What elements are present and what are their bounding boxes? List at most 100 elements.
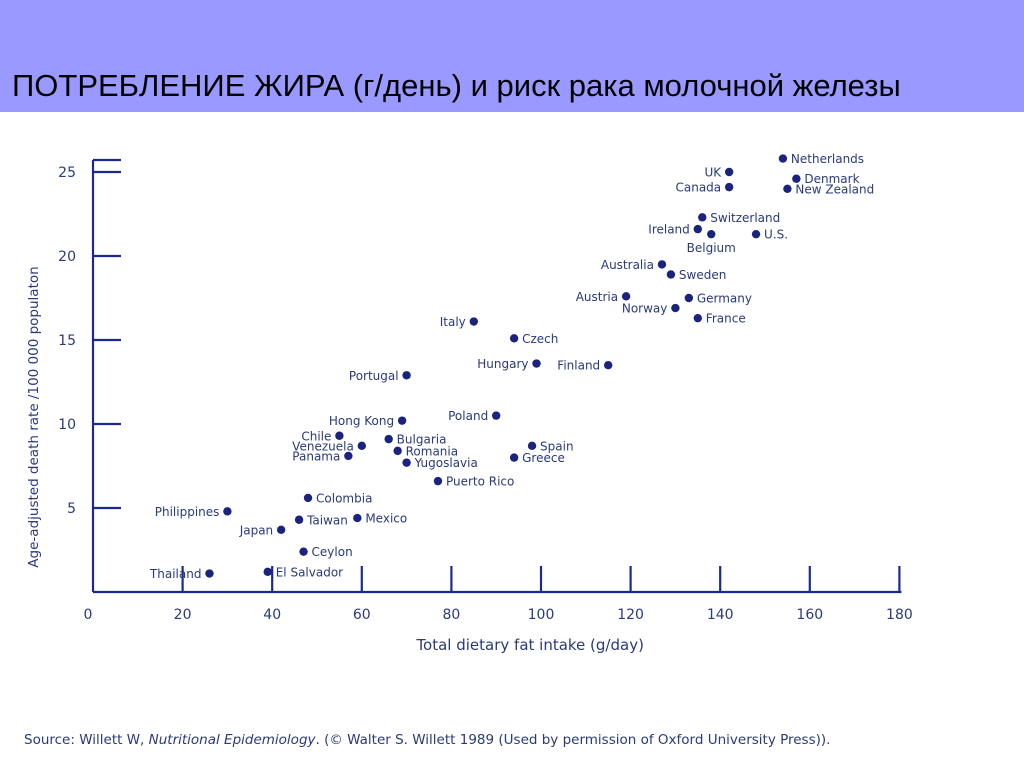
chart-ticks: 5 10 15 20 25 0 20 40 60 80 100 120 140 160 180 [58, 158, 913, 623]
data-label-new-zealand: New Zealand [795, 182, 874, 196]
data-point-colombia [303, 493, 313, 503]
data-label-portugal: Portugal [349, 369, 399, 383]
data-label-u-s: U.S. [764, 228, 788, 242]
data-label-netherlands: Netherlands [791, 152, 864, 166]
data-label-ceylon: Ceylon [312, 545, 353, 559]
data-label-canada: Canada [675, 181, 721, 195]
data-label-hong-kong: Hong Kong [329, 414, 394, 428]
data-point-portugal [402, 371, 411, 380]
data-label-czech: Czech [522, 332, 558, 346]
data-point-yugoslavia [402, 458, 411, 467]
data-label-ireland: Ireland [648, 223, 690, 237]
data-point-ceylon [299, 547, 308, 556]
data-label-denmark: Denmark [804, 172, 859, 186]
data-point-new-zealand [783, 184, 792, 193]
data-point-spain [527, 441, 537, 451]
y-tick-label: 25 [58, 165, 76, 181]
data-label-thailand: Thailand [149, 567, 202, 581]
data-point-hungary [532, 359, 541, 368]
data-label-spain: Spain [540, 439, 574, 453]
x-axis-label: Total dietary fat intake (g/day) [415, 636, 644, 654]
y-tick-label: 20 [58, 249, 76, 265]
data-point-panama [344, 451, 353, 461]
data-point-venezuela [357, 441, 366, 451]
data-point-el-salvador [263, 567, 272, 577]
y-axis-label: Age-adjusted death rate /100 000 populat… [26, 266, 42, 567]
data-label-switzerland: Switzerland [710, 211, 780, 225]
data-label-hungary: Hungary [477, 357, 528, 371]
data-point-ireland [693, 224, 702, 234]
y-tick-label: 15 [58, 333, 76, 349]
source-book-title: Nutritional Epidemiology [148, 732, 316, 748]
data-label-belgium: Belgium [687, 241, 736, 255]
data-label-colombia: Colombia [316, 491, 372, 505]
data-point-philippines [223, 507, 232, 516]
data-label-sweden: Sweden [679, 268, 726, 282]
data-point-romania [393, 446, 402, 456]
data-point-mexico [353, 513, 362, 523]
data-point-australia [657, 260, 667, 269]
chart-axes [91, 160, 902, 594]
data-point-canada [724, 182, 734, 192]
data-point-austria [621, 292, 631, 301]
data-label-germany: Germany [697, 292, 752, 306]
data-label-greece: Greece [522, 451, 565, 465]
x-tick-label: 120 [617, 607, 644, 623]
data-point-u-s [751, 229, 761, 239]
data-point-bulgaria [384, 434, 393, 444]
data-point-chile [335, 431, 344, 440]
y-tick-label: 5 [67, 501, 76, 517]
data-point-germany [684, 293, 694, 303]
data-point-czech [509, 334, 519, 343]
x-tick-label: 60 [353, 607, 371, 623]
data-label-romania: Romania [406, 444, 458, 458]
data-label-norway: Norway [622, 302, 668, 316]
data-label-bulgaria: Bulgaria [397, 433, 447, 447]
data-label-japan: Japan [239, 523, 273, 537]
data-point-netherlands [778, 154, 788, 163]
data-point-poland [492, 411, 501, 420]
data-point-belgium [707, 229, 716, 239]
slide-title: ПОТРЕБЛЕНИЕ ЖИРА (г/день) и риск рака мо… [12, 68, 901, 103]
data-point-france [693, 313, 702, 323]
data-label-finland: Finland [557, 359, 600, 373]
y-tick-label: 10 [58, 417, 76, 433]
data-label-taiwan: Taiwan [306, 513, 348, 527]
data-point-denmark [792, 174, 801, 183]
data-label-el-salvador: El Salvador [276, 565, 343, 579]
data-label-philippines: Philippines [155, 505, 220, 519]
x-tick-label: 80 [442, 607, 460, 623]
data-label-uk: UK [705, 166, 723, 180]
slide-header: ПОТРЕБЛЕНИЕ ЖИРА (г/день) и риск рака мо… [0, 0, 1024, 112]
data-point-uk [724, 167, 734, 177]
source-prefix: Source: Willett W, [24, 732, 149, 748]
data-label-venezuela: Venezuela [292, 439, 354, 453]
x-tick-label: 160 [796, 607, 823, 623]
x-tick-label: 140 [707, 607, 734, 623]
x-tick-label: 40 [263, 607, 281, 623]
data-label-australia: Australia [601, 258, 654, 272]
data-point-japan [276, 525, 286, 535]
data-point-italy [469, 317, 478, 326]
data-label-chile: Chile [301, 429, 331, 443]
data-label-yugoslavia: Yugoslavia [414, 456, 478, 470]
data-label-panama: Panama [292, 449, 340, 463]
data-label-italy: Italy [440, 315, 466, 329]
source-suffix: . (© Walter S. Willett 1989 (Used by per… [315, 732, 831, 748]
x-tick-label: 180 [886, 607, 913, 623]
data-point-sweden [666, 270, 676, 279]
data-point-switzerland [698, 213, 707, 222]
data-point-greece [509, 453, 519, 462]
x-tick-label: 0 [84, 607, 93, 623]
data-point-hong-kong [397, 416, 407, 425]
data-point-thailand [205, 569, 214, 578]
x-tick-label: 20 [174, 607, 192, 623]
data-label-mexico: Mexico [365, 512, 407, 526]
data-label-poland: Poland [448, 409, 488, 423]
data-label-puerto-rico: Puerto Rico [446, 475, 514, 489]
data-point-taiwan [294, 515, 304, 524]
data-label-austria: Austria [576, 290, 618, 304]
source-citation: Source: Willett W, Nutritional Epidemiol… [24, 732, 830, 748]
data-label-france: France [706, 312, 746, 326]
